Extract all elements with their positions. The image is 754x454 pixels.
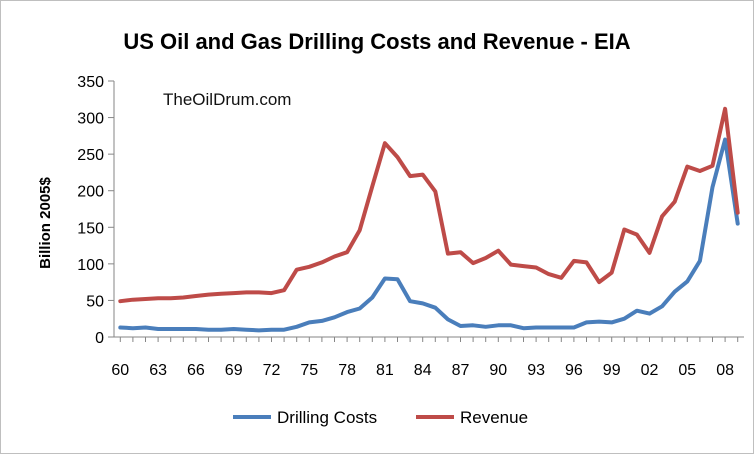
chart-title: US Oil and Gas Drilling Costs and Revenu…: [123, 29, 630, 54]
x-tick-label: 02: [641, 362, 659, 379]
y-tick-label: 150: [77, 220, 104, 237]
x-tick-label: 93: [527, 362, 545, 379]
y-tick-label: 50: [86, 293, 104, 310]
x-tick-label: 99: [603, 362, 621, 379]
watermark: TheOilDrum.com: [163, 90, 291, 109]
y-tick-label: 300: [77, 111, 104, 128]
series-line-drilling-costs: [118, 137, 740, 333]
y-tick-label: 0: [95, 330, 104, 347]
x-tick-label: 63: [149, 362, 167, 379]
y-tick-label: 250: [77, 147, 104, 164]
legend-label-revenue: Revenue: [460, 408, 528, 427]
x-tick-label: 96: [565, 362, 583, 379]
x-tick-label: 90: [489, 362, 507, 379]
x-tick-label: 08: [716, 362, 734, 379]
x-tick-label: 60: [111, 362, 129, 379]
y-tick-label: 350: [77, 74, 104, 91]
legend: Drilling Costs Revenue: [233, 408, 528, 427]
x-tick-label: 78: [338, 362, 356, 379]
y-axis-label: Billion 2005$: [37, 176, 54, 268]
x-tick-label: 05: [678, 362, 696, 379]
x-tick-label: 75: [300, 362, 318, 379]
x-tick-label: 72: [263, 362, 281, 379]
x-tick-label: 69: [225, 362, 243, 379]
series-layer: [118, 106, 740, 333]
legend-label-drilling-costs: Drilling Costs: [277, 408, 377, 427]
series-line-revenue: [118, 106, 740, 304]
x-tick-label: 81: [376, 362, 394, 379]
y-tick-label: 200: [77, 184, 104, 201]
y-tick-label: 100: [77, 257, 104, 274]
x-tick-label: 84: [414, 362, 432, 379]
x-tick-label: 87: [452, 362, 470, 379]
x-tick-label: 66: [187, 362, 205, 379]
